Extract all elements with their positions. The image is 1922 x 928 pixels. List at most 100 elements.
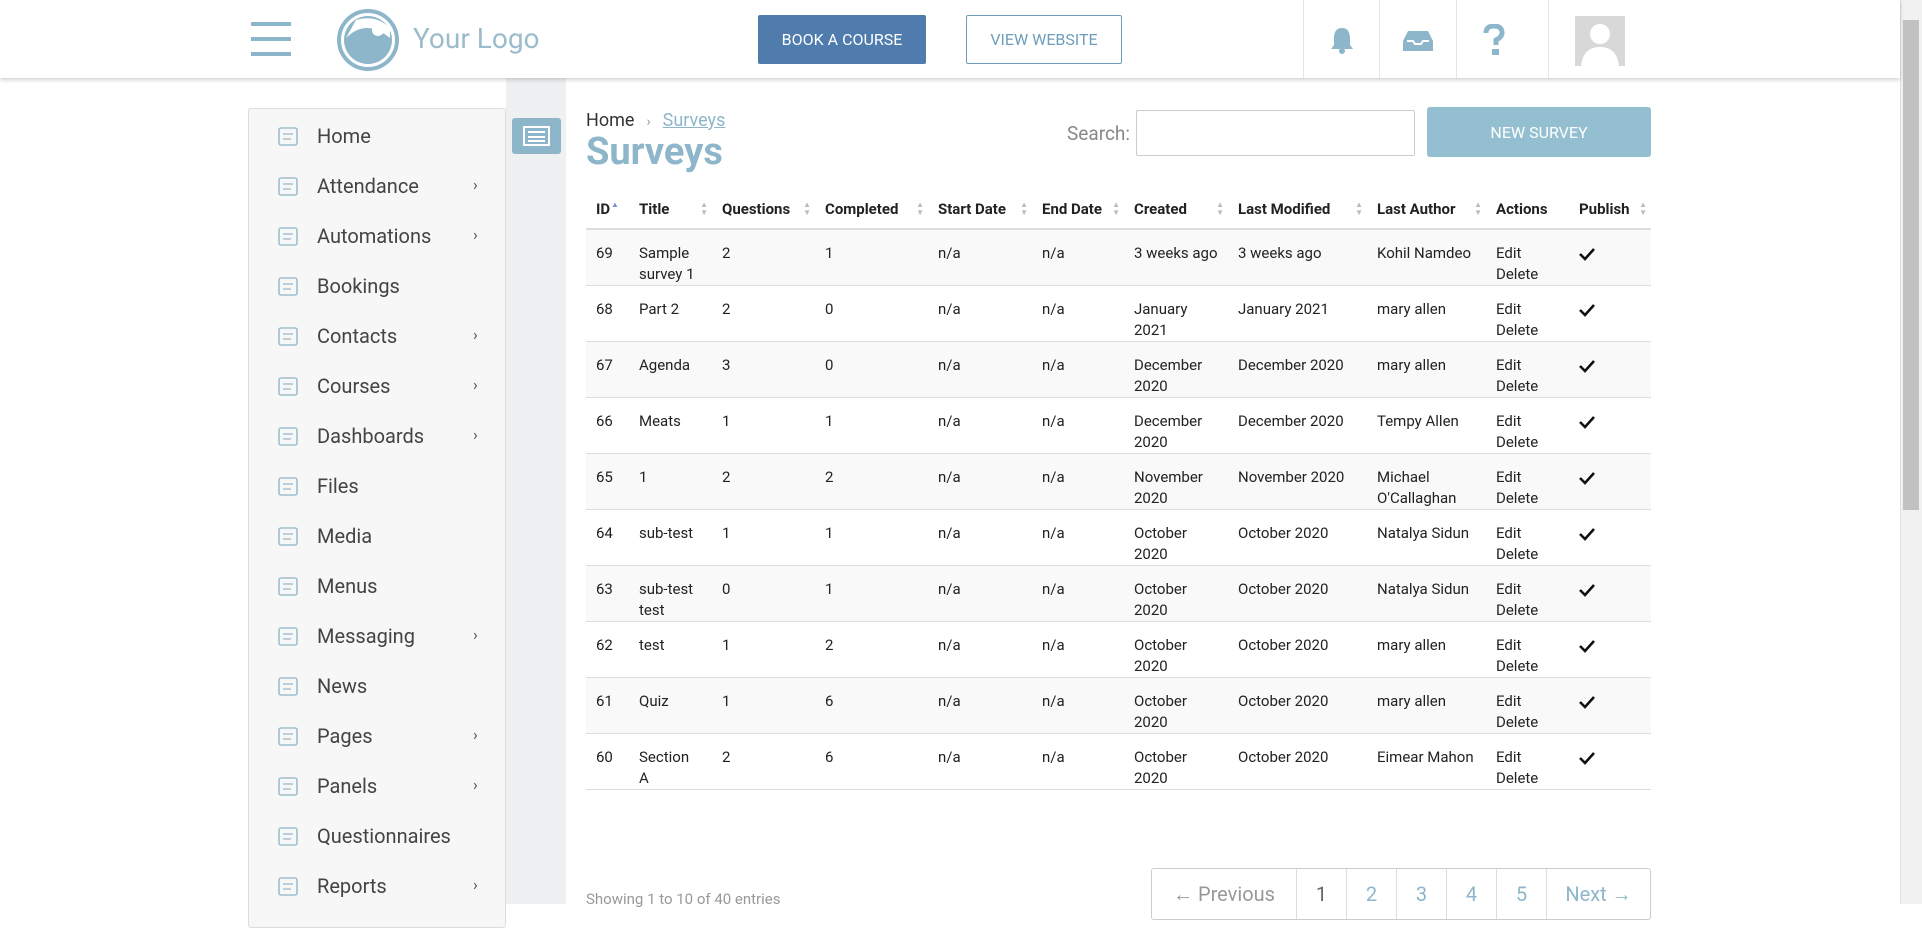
action-link[interactable]: Delete xyxy=(1496,713,1539,731)
action-link[interactable]: Edit xyxy=(1496,244,1522,262)
page-number[interactable]: 3 xyxy=(1396,869,1446,919)
menu-item[interactable]: Home xyxy=(249,111,505,161)
cell-start-date: n/a xyxy=(928,733,1032,790)
page-title: Surveys xyxy=(586,130,723,174)
column-header[interactable]: Start Date ▲ ▼ xyxy=(928,190,1032,230)
menu-item[interactable]: Bookings xyxy=(249,261,505,311)
action-link[interactable]: Delete xyxy=(1496,769,1539,787)
page-previous[interactable]: ← Previous xyxy=(1173,881,1275,906)
submenu-arrow: › xyxy=(473,725,478,744)
menu-label: Courses xyxy=(317,374,391,398)
cell-created: November 2020 xyxy=(1124,453,1228,510)
toggle-panel-button[interactable] xyxy=(512,118,561,154)
sort-indicator: ▲ ▼ xyxy=(1474,200,1482,217)
breadcrumb-item[interactable]: Home xyxy=(586,110,635,131)
action-link[interactable]: Edit xyxy=(1496,636,1522,654)
menu-icon xyxy=(278,477,298,496)
cell-actions: Edit Delete xyxy=(1486,565,1569,622)
view-website-button[interactable]: VIEW WEBSITE xyxy=(966,15,1122,64)
page-number[interactable]: 4 xyxy=(1446,869,1496,919)
menu-item[interactable]: Reports › xyxy=(249,861,505,911)
page-next[interactable]: Next → xyxy=(1546,869,1650,919)
action-link[interactable]: Edit xyxy=(1496,748,1522,766)
published-check[interactable] xyxy=(1579,751,1595,765)
column-header[interactable]: Created ▲ ▼ xyxy=(1124,190,1228,230)
published-check[interactable] xyxy=(1579,527,1595,541)
breadcrumb: Home › Surveys xyxy=(586,110,725,131)
published-check[interactable] xyxy=(1579,639,1595,653)
cell-start-date: n/a xyxy=(928,565,1032,622)
menu-item[interactable]: Menus xyxy=(249,561,505,611)
cell-last-modified: October 2020 xyxy=(1228,621,1367,678)
column-header[interactable]: Title ▲ ▼ xyxy=(629,190,712,230)
action-link[interactable]: Delete xyxy=(1496,545,1539,563)
cell-title: Meats xyxy=(629,397,712,454)
menu-item[interactable]: Messaging › xyxy=(249,611,505,661)
column-header[interactable]: Last Modified ▲ ▼ xyxy=(1228,190,1367,230)
column-header[interactable]: Completed ▲ ▼ xyxy=(815,190,928,230)
published-check[interactable] xyxy=(1579,303,1595,317)
menu-item[interactable]: Pages › xyxy=(249,711,505,761)
action-link[interactable]: Edit xyxy=(1496,692,1522,710)
column-header[interactable]: Actions xyxy=(1486,190,1569,230)
published-check[interactable] xyxy=(1579,471,1595,485)
column-header[interactable]: ID ▲ xyxy=(586,190,629,230)
action-link[interactable]: Edit xyxy=(1496,580,1522,598)
cell-last-author: mary allen xyxy=(1367,621,1486,678)
action-link[interactable]: Delete xyxy=(1496,601,1539,619)
menu-item[interactable]: Attendance › xyxy=(249,161,505,211)
action-link[interactable]: Delete xyxy=(1496,433,1539,451)
column-header[interactable]: End Date ▲ ▼ xyxy=(1032,190,1124,230)
action-link[interactable]: Edit xyxy=(1496,412,1522,430)
sort-indicator: ▲ ▼ xyxy=(1216,200,1224,217)
menu-item[interactable]: Files xyxy=(249,461,505,511)
hamburger-menu[interactable] xyxy=(251,22,291,56)
page-number[interactable]: 1 xyxy=(1296,869,1346,919)
user-avatar[interactable] xyxy=(1575,16,1625,66)
menu-item[interactable]: Media xyxy=(249,511,505,561)
cell-questions: 2 xyxy=(712,733,815,790)
action-link[interactable]: Delete xyxy=(1496,657,1539,675)
scrollbar-thumb[interactable] xyxy=(1903,20,1919,510)
inbox-icon[interactable] xyxy=(1402,30,1434,52)
published-check[interactable] xyxy=(1579,583,1595,597)
surveys-table: ID ▲ Title ▲ ▼ Questions ▲ ▼ Completed ▲ ▼ Start Da… xyxy=(586,190,1651,790)
notifications-icon[interactable] xyxy=(1329,26,1355,54)
menu-icon xyxy=(278,827,298,846)
action-link[interactable]: Edit xyxy=(1496,356,1522,374)
logo-text[interactable]: Your Logo xyxy=(413,22,540,55)
help-icon[interactable] xyxy=(1483,24,1505,56)
breadcrumb-item[interactable]: Surveys xyxy=(662,110,726,131)
action-link[interactable]: Delete xyxy=(1496,489,1539,507)
published-check[interactable] xyxy=(1579,247,1595,261)
page: Surveys {"header": {"logo": "Your Logo",… xyxy=(248,0,1922,928)
action-link[interactable]: Delete xyxy=(1496,377,1539,395)
search-input[interactable] xyxy=(1136,110,1415,156)
page-number[interactable]: 5 xyxy=(1496,869,1546,919)
action-link[interactable]: Delete xyxy=(1496,265,1539,283)
book-course-button[interactable]: BOOK A COURSE xyxy=(758,15,926,64)
action-link[interactable]: Edit xyxy=(1496,524,1522,542)
page-number[interactable]: 2 xyxy=(1346,869,1396,919)
new-survey-button[interactable]: NEW SURVEY xyxy=(1427,107,1651,157)
table-row: 63 sub-test test 0 1 n/a n/a October 2020 Octob… xyxy=(586,565,1651,622)
published-check[interactable] xyxy=(1579,415,1595,429)
published-check[interactable] xyxy=(1579,359,1595,373)
published-check[interactable] xyxy=(1579,695,1595,709)
action-link[interactable]: Edit xyxy=(1496,468,1522,486)
action-link[interactable]: Delete xyxy=(1496,321,1539,339)
menu-item[interactable]: Automations › xyxy=(249,211,505,261)
menu-item[interactable]: Contacts › xyxy=(249,311,505,361)
column-header[interactable]: Publish ▲ ▼ xyxy=(1569,190,1651,230)
column-header[interactable]: Last Author ▲ ▼ xyxy=(1367,190,1486,230)
menu-item[interactable]: Questionnaires xyxy=(249,811,505,861)
menu-item[interactable]: Courses › xyxy=(249,361,505,411)
menu-item[interactable]: Dashboards › xyxy=(249,411,505,461)
column-header[interactable]: Questions ▲ ▼ xyxy=(712,190,815,230)
menu-item[interactable]: Panels › xyxy=(249,761,505,811)
action-link[interactable]: Edit xyxy=(1496,300,1522,318)
menu-label: Bookings xyxy=(317,274,400,298)
menu-item[interactable]: News xyxy=(249,661,505,711)
cell-start-date: n/a xyxy=(928,509,1032,566)
cell-last-modified: January 2021 xyxy=(1228,285,1367,342)
